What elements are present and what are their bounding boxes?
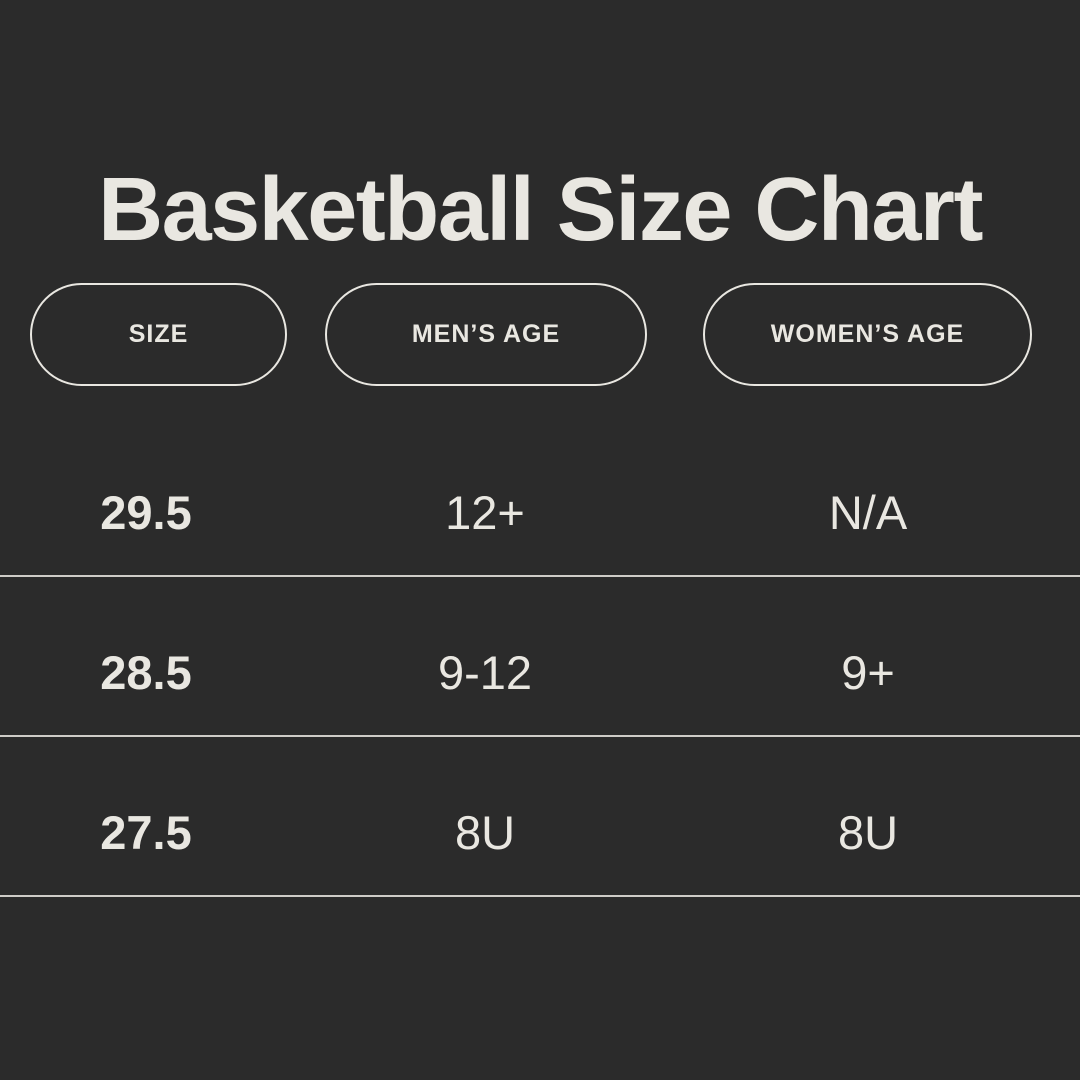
cell-mens-age: 12+ xyxy=(445,485,525,539)
table-row: 28.5 9-12 9+ xyxy=(0,577,1080,737)
cell-size: 27.5 xyxy=(100,805,192,859)
header-pill-mens-age: MEN’S AGE xyxy=(325,283,647,386)
cell-mens-age: 9-12 xyxy=(437,645,533,699)
cell-womens-age: 9+ xyxy=(841,645,895,699)
table-header: SIZE MEN’S AGE WOMEN’S AGE xyxy=(0,283,1080,386)
cell-mens-age: 8U xyxy=(454,805,516,859)
header-label-size: SIZE xyxy=(128,320,189,348)
cell-size: 28.5 xyxy=(100,645,192,699)
header-pill-womens-age: WOMEN’S AGE xyxy=(703,283,1032,386)
table-row: 27.5 8U 8U xyxy=(0,737,1080,897)
header-label-mens-age: MEN’S AGE xyxy=(411,320,561,348)
table-row: 29.5 12+ N/A xyxy=(0,417,1080,577)
cell-womens-age: N/A xyxy=(828,485,908,539)
cell-size: 29.5 xyxy=(100,485,192,539)
size-table: 29.5 12+ N/A 28.5 9-12 9+ 27.5 8U 8U xyxy=(0,417,1080,897)
header-label-womens-age: WOMEN’S AGE xyxy=(770,320,965,348)
page-title: Basketball Size Chart xyxy=(98,160,983,261)
cell-womens-age: 8U xyxy=(837,805,899,859)
header-pill-size: SIZE xyxy=(30,283,287,386)
